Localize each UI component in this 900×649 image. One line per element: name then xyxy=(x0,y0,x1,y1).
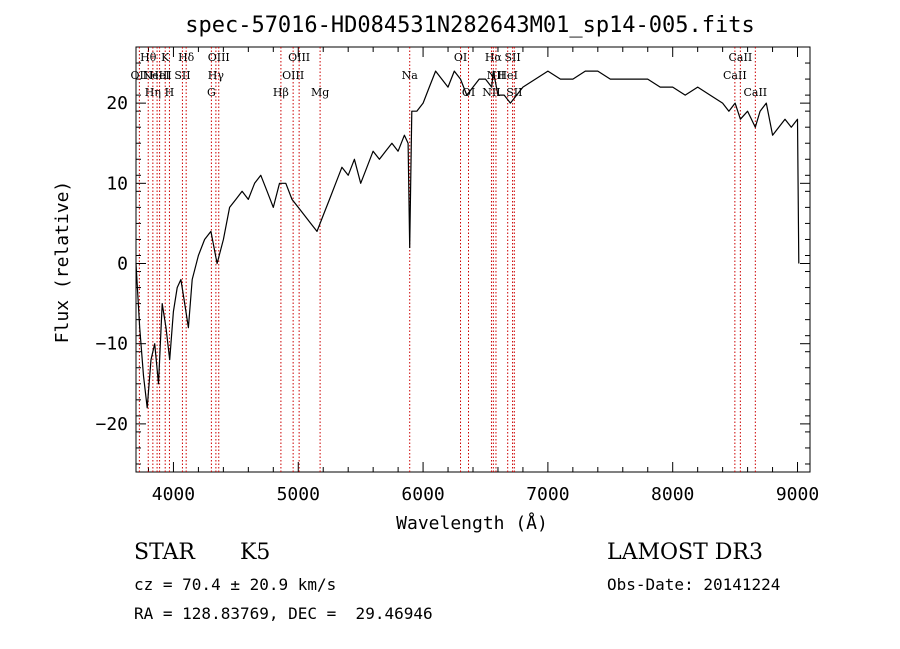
line-label: OIII xyxy=(288,51,310,64)
survey-name: LAMOST DR3 xyxy=(607,540,763,565)
observation-date: Obs-Date: 20141224 xyxy=(607,575,781,594)
x-tick-label: 9000 xyxy=(776,484,819,505)
plot-frame xyxy=(135,46,811,473)
line-label: NeIII xyxy=(143,69,172,82)
line-label: CaII xyxy=(723,69,747,82)
chart-title: spec-57016-HD084531N282643M01_sp14-005.f… xyxy=(185,13,755,38)
line-label: K xyxy=(161,51,170,64)
y-tick-label: −10 xyxy=(95,334,128,355)
line-label: NII xyxy=(482,86,500,99)
line-label: Hη xyxy=(145,86,161,99)
line-label: G xyxy=(207,86,216,99)
spectral-line-labels: OIIHθHηNeIIIHeIKHSIIHδGHγOIIIHβOIIIOIIIM… xyxy=(131,51,768,99)
line-label: SII xyxy=(506,86,522,99)
line-label: OIII xyxy=(282,69,304,82)
line-label: Hγ xyxy=(208,69,225,82)
line-label: OI xyxy=(462,86,475,99)
x-tick-label: 6000 xyxy=(401,484,444,505)
line-label: SII xyxy=(174,69,190,82)
object-subclass: K5 xyxy=(240,540,271,565)
y-tick-label: −20 xyxy=(95,414,128,435)
line-label: CaII xyxy=(729,51,753,64)
line-label: HeI xyxy=(149,69,169,82)
redshift-velocity: cz = 70.4 ± 20.9 km/s xyxy=(134,575,337,594)
line-label: Hδ xyxy=(178,51,195,64)
y-tick-label: 20 xyxy=(106,93,128,114)
line-label: Hα xyxy=(485,51,503,64)
line-label: OII xyxy=(131,69,149,82)
line-label: CaII xyxy=(743,86,767,99)
line-label: NII xyxy=(487,69,505,82)
line-label: HeI xyxy=(497,69,517,82)
x-tick-label: 7000 xyxy=(526,484,569,505)
y-axis-label: Flux (relative) xyxy=(52,181,73,344)
line-label: Mg xyxy=(311,86,329,99)
ra-dec-coordinates: RA = 128.83769, DEC = 29.46946 xyxy=(134,604,433,623)
line-label: Hβ xyxy=(273,86,289,99)
y-tick-label: 10 xyxy=(106,173,128,194)
x-tick-label: 5000 xyxy=(277,484,320,505)
spectrum-series xyxy=(135,70,800,409)
x-tick-label: 4000 xyxy=(152,484,195,505)
line-label: OI xyxy=(454,51,467,64)
line-label: SII xyxy=(504,51,520,64)
line-label: Na xyxy=(402,69,419,82)
spectral-line-markers xyxy=(138,47,756,472)
spectrum-line xyxy=(135,70,800,409)
object-class: STAR xyxy=(134,540,195,565)
x-axis-label: Wavelength (Å) xyxy=(396,512,548,534)
y-tick-label: 0 xyxy=(117,254,128,275)
line-label: OIII xyxy=(208,51,230,64)
line-label: Hθ xyxy=(140,51,157,64)
x-tick-label: 8000 xyxy=(651,484,694,505)
line-label: H xyxy=(165,86,175,99)
plot-axes: 4000 5000 6000 7000 8000 9000 −20 −10 0 10 20 xyxy=(95,46,819,505)
